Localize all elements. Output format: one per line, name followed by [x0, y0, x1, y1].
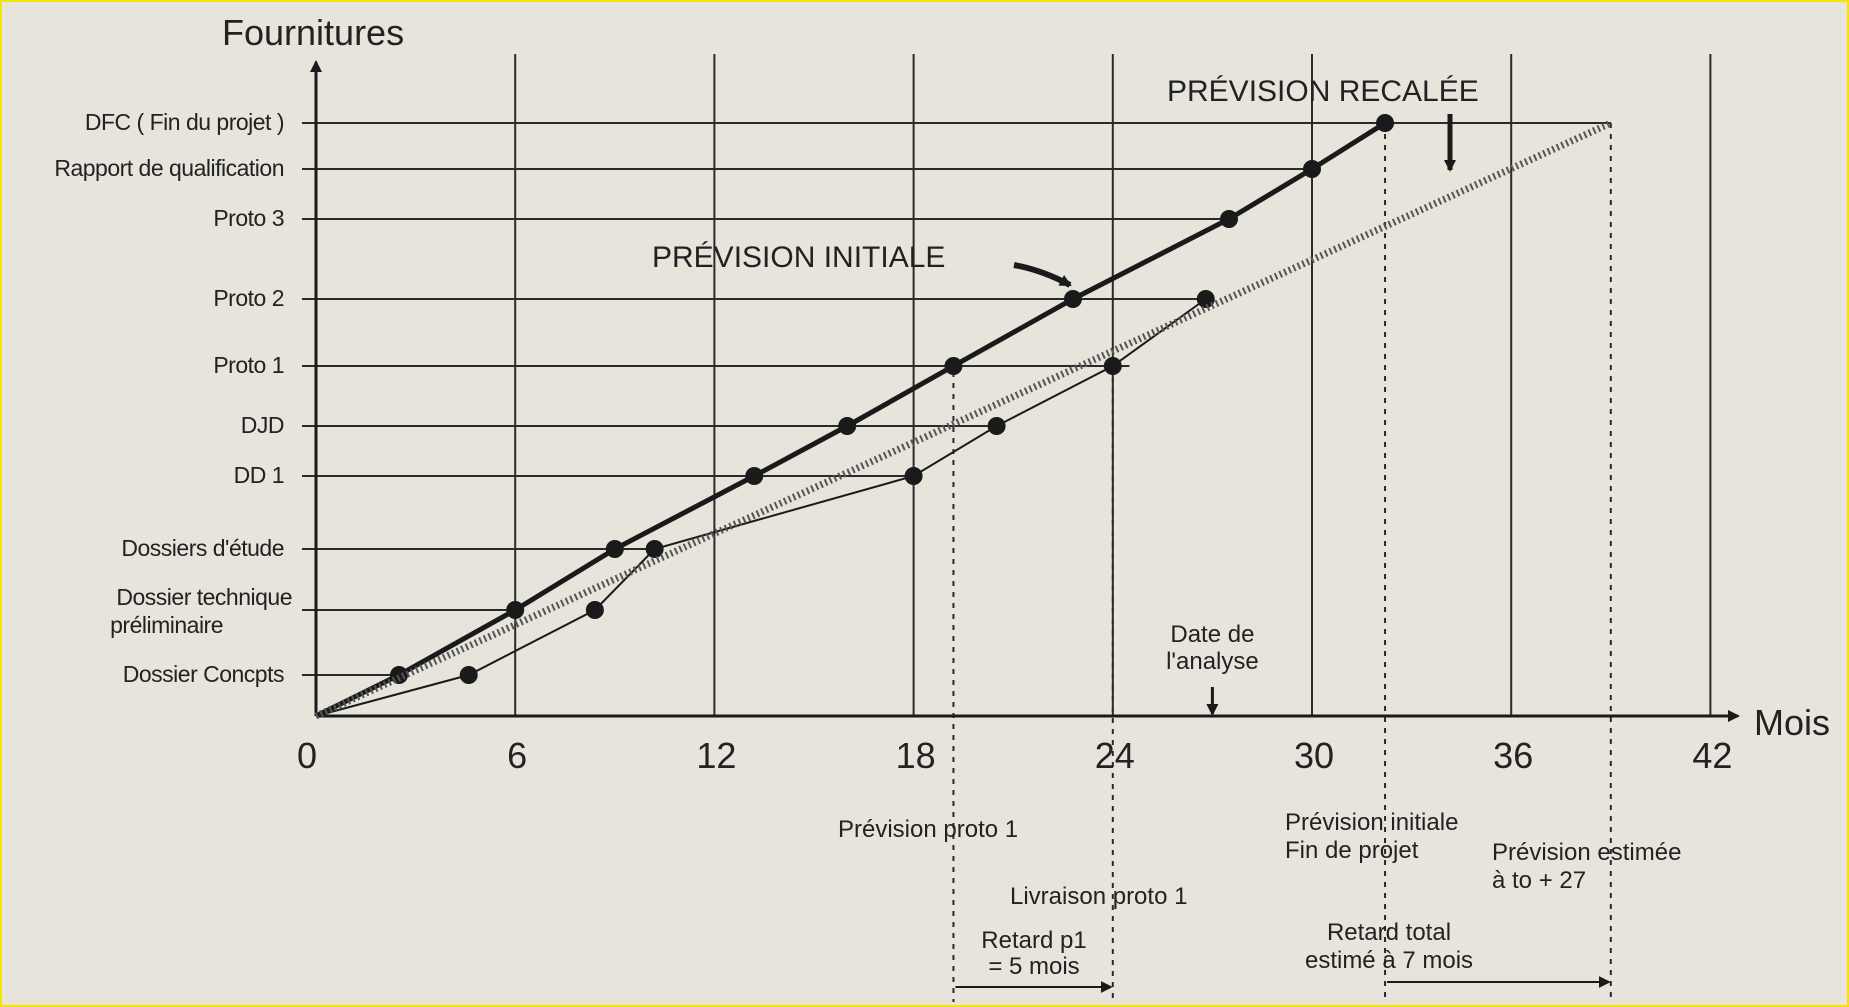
- annotation-prevision-estimee-line-2: à to + 27: [1492, 867, 1586, 894]
- annotation-retard-total-line-2: estimé à 7 mois: [1305, 947, 1473, 974]
- series-initial-point-7: [1064, 290, 1082, 308]
- y-category-label-10: DFC ( Fin du projet ): [85, 109, 284, 135]
- x-tick-label-18: 18: [896, 735, 936, 776]
- series-actual-point-4: [905, 467, 923, 485]
- series-initial-point-4: [745, 467, 763, 485]
- y-category-label-9: Rapport de qualification: [54, 155, 284, 181]
- x-tick-label-12: 12: [696, 735, 736, 776]
- y-category-label-7: Proto 2: [213, 285, 284, 311]
- y-category-label-6: Proto 1: [213, 352, 284, 378]
- series-initial-point-3: [606, 540, 624, 558]
- y-axis-title: Fournitures: [222, 12, 404, 53]
- series-recalee-line: [316, 123, 1611, 716]
- annotation-prevision-estimee-line-1: Prévision estimée: [1492, 839, 1681, 866]
- series-initial-point-9: [1303, 160, 1321, 178]
- annotation-livraison-proto1: Livraison proto 1: [1010, 883, 1187, 910]
- series-actual-line: [316, 299, 1206, 716]
- x-tick-label-42: 42: [1692, 735, 1732, 776]
- series-initial-point-6: [944, 357, 962, 375]
- x-tick-label-0: 0: [297, 735, 317, 776]
- annotation-prevision-proto1: Prévision proto 1: [838, 816, 1018, 843]
- x-tick-label-24: 24: [1095, 735, 1135, 776]
- arrow-prevision-initiale: [1014, 265, 1070, 285]
- series-initial-point-5: [838, 417, 856, 435]
- y-category-label-5: DJD: [241, 412, 284, 438]
- annotation-prevision-initiale-fin-line-2: Fin de projet: [1285, 837, 1419, 864]
- series-initial-point-10: [1376, 114, 1394, 132]
- series-initial-point-2: [506, 601, 524, 619]
- y-category-label-3: Dossiers d'étude: [121, 535, 284, 561]
- y-category-label-8: Proto 3: [213, 205, 284, 231]
- x-axis-title: Mois: [1754, 702, 1830, 743]
- annotation-date-analyse-line-2: l'analyse: [1166, 648, 1259, 675]
- annotation-retard-p1-line-1: Retard p1: [981, 927, 1086, 954]
- x-tick-label-36: 36: [1493, 735, 1533, 776]
- x-tick-label-30: 30: [1294, 735, 1334, 776]
- annotation-prevision-initiale: PRÉVISION INITIALE: [652, 241, 945, 274]
- series-initial-point-8: [1220, 210, 1238, 228]
- y-category-label-2-line-2: préliminaire: [110, 612, 223, 638]
- annotation-date-analyse-line-1: Date de: [1170, 621, 1254, 648]
- y-category-label-2-line-1: Dossier technique: [116, 584, 292, 610]
- series-actual-point-2: [586, 601, 604, 619]
- annotation-retard-p1-line-2: = 5 mois: [988, 953, 1079, 980]
- annotation-retard-total-line-1: Retard total: [1327, 919, 1451, 946]
- annotation-prevision-recalee: PRÉVISION RECALÉE: [1167, 75, 1479, 108]
- series-actual-point-5: [988, 417, 1006, 435]
- y-category-label-4: DD 1: [234, 462, 284, 488]
- y-category-label-1: Dossier Concpts: [123, 661, 284, 687]
- series-actual-point-6: [1104, 357, 1122, 375]
- x-tick-label-6: 6: [507, 735, 527, 776]
- series-initial-point-1: [390, 666, 408, 684]
- series-actual-point-1: [460, 666, 478, 684]
- annotation-prevision-initiale-fin-line-1: Prévision initiale: [1285, 809, 1458, 836]
